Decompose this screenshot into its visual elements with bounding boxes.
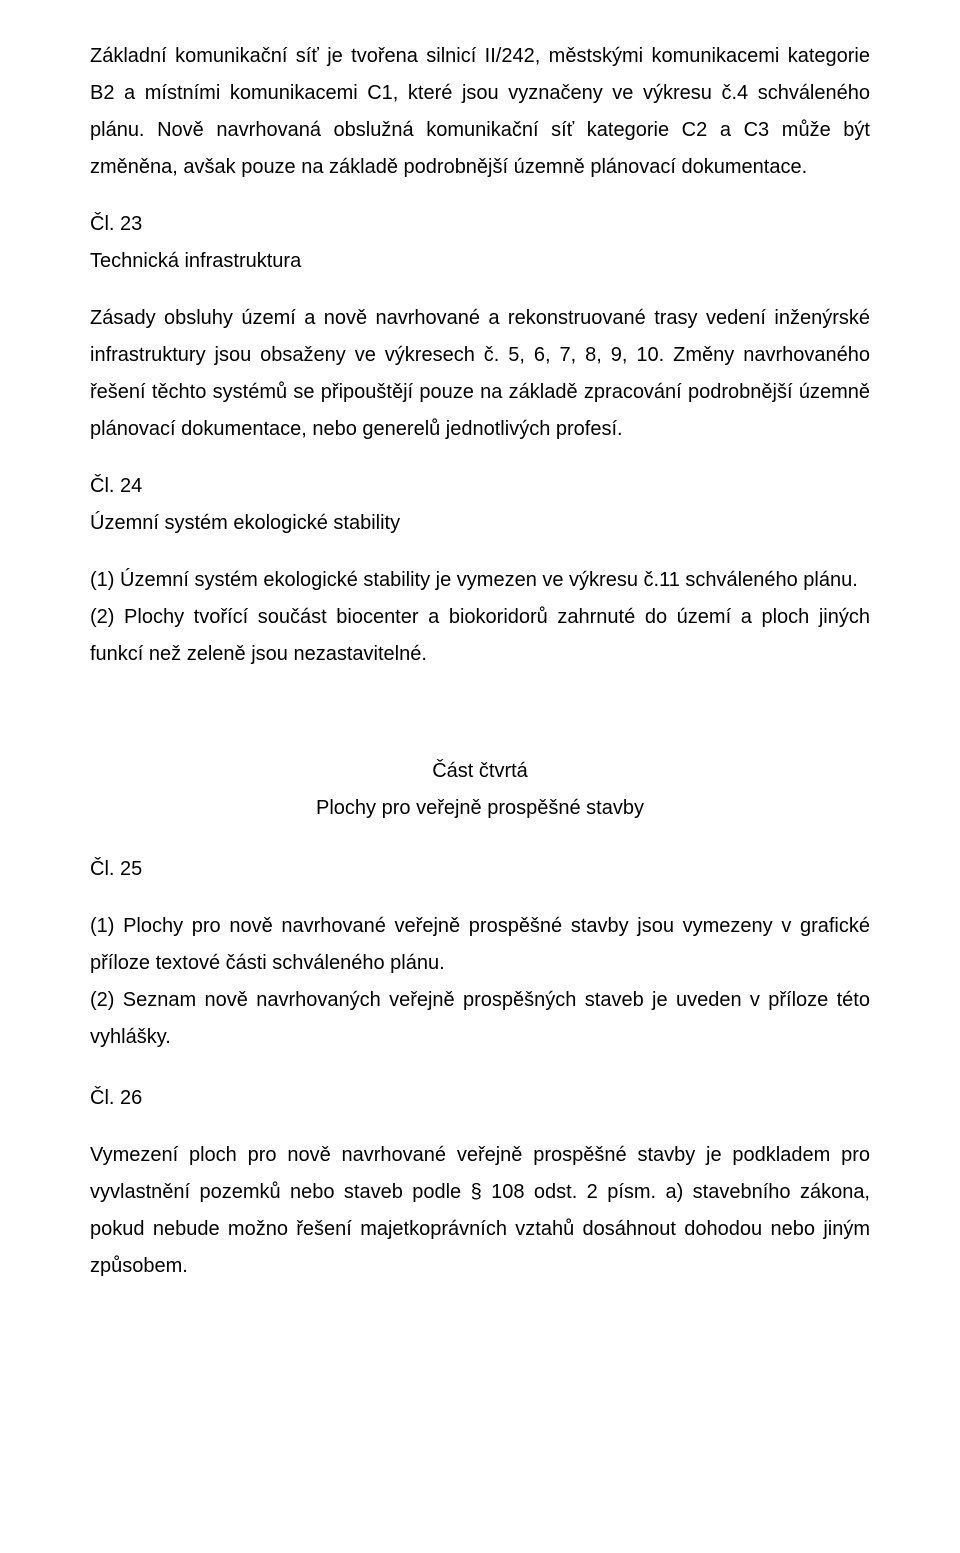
article-24-number: Čl. 24 [90, 468, 870, 505]
article-23-body: Zásady obsluhy území a nově navrhované a… [90, 300, 870, 448]
article-24-p2: (2) Plochy tvořící součást biocenter a b… [90, 599, 870, 673]
article-25-number: Čl. 25 [90, 851, 870, 888]
article-25-p1: (1) Plochy pro nově navrhované veřejně p… [90, 908, 870, 982]
part-four-heading-line1: Část čtvrtá [90, 753, 870, 790]
article-24-p1: (1) Územní systém ekologické stability j… [90, 562, 870, 599]
article-23-title: Technická infrastruktura [90, 243, 870, 280]
part-four-heading-line2: Plochy pro veřejně prospěšné stavby [90, 790, 870, 827]
intro-paragraph: Základní komunikační síť je tvořena siln… [90, 38, 870, 186]
article-24-title: Územní systém ekologické stability [90, 505, 870, 542]
article-25-p2: (2) Seznam nově navrhovaných veřejně pro… [90, 982, 870, 1056]
article-23-number: Čl. 23 [90, 206, 870, 243]
article-26-body: Vymezení ploch pro nově navrhované veřej… [90, 1137, 870, 1285]
spacer [90, 693, 870, 753]
article-26-number: Čl. 26 [90, 1080, 870, 1117]
